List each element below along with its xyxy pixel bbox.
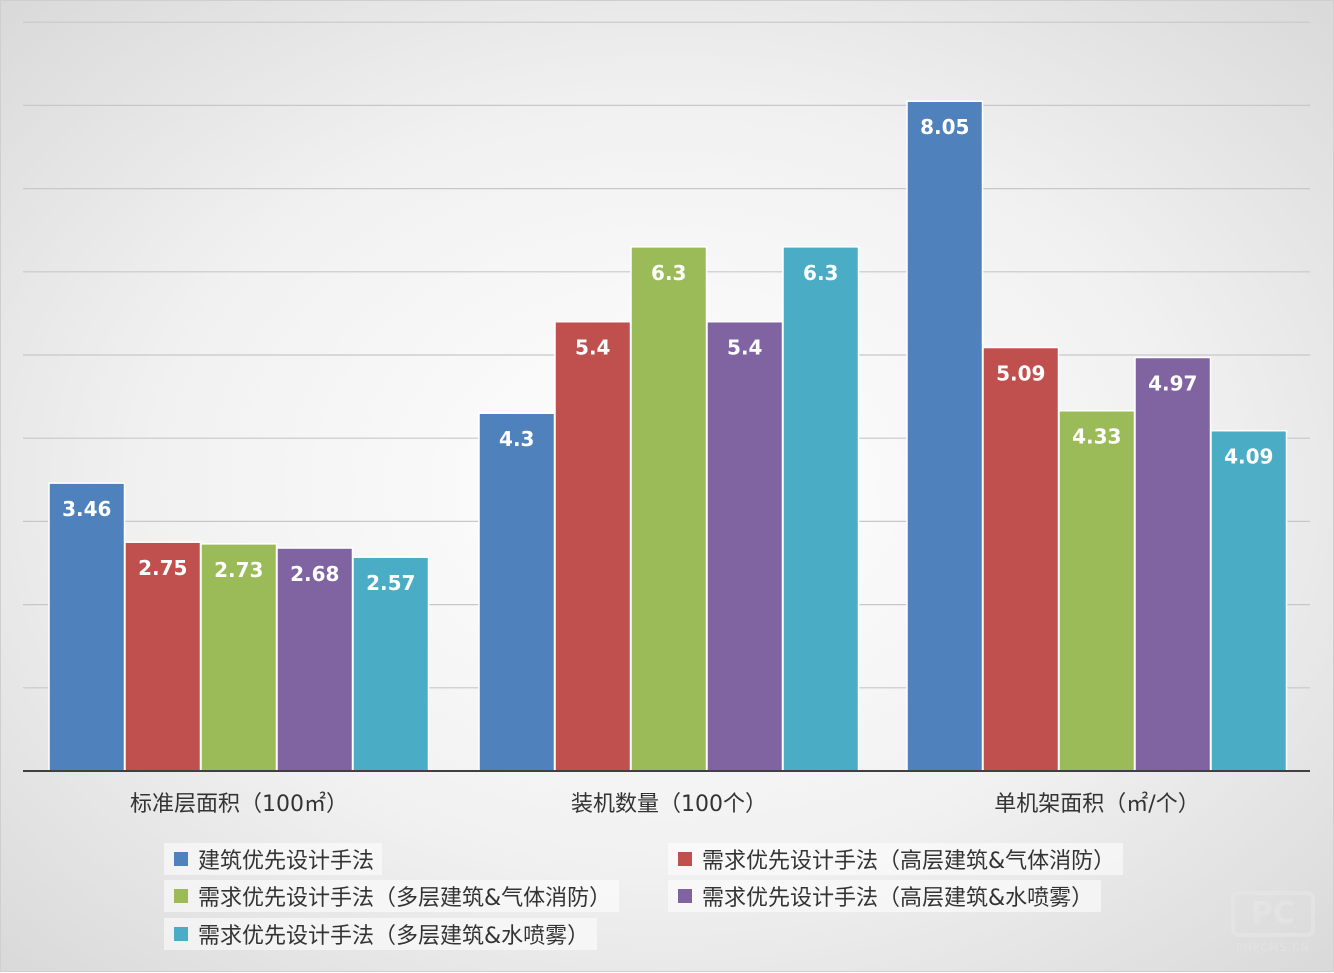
bar-series-5-category-3 [1210,429,1288,772]
legend-item-series-4: 需求优先设计手法（高层建筑&水喷雾） [668,880,1102,912]
bar-series-3-category-2 [630,246,708,772]
legend-label-series-2: 需求优先设计手法（高层建筑&气体消防） [702,849,1116,874]
legend-item-series-1: 建筑优先设计手法 [164,843,383,875]
legend-swatch-series-3 [174,889,188,903]
legend-label-series-3: 需求优先设计手法（多层建筑&气体消防） [198,886,612,911]
watermark: PC PHPCMS.CN [1227,891,1319,961]
data-label-series-4-category-1: 2.68 [290,562,339,586]
data-label-series-3-category-3: 4.33 [1072,425,1121,449]
data-label-series-5-category-3: 4.09 [1224,445,1273,469]
data-label-series-1-category-1: 3.46 [62,497,111,521]
category-label-3: 单机架面积（㎡/个） [994,791,1199,817]
data-label-series-4-category-2: 5.4 [727,336,762,360]
data-label-series-5-category-2: 6.3 [803,261,838,285]
bar-series-3-category-3 [1058,409,1136,772]
bar-series-1-category-3 [906,100,984,772]
data-label-series-3-category-1: 2.73 [214,558,263,582]
category-label-2: 装机数量（100个） [571,792,767,817]
legend-swatch-series-4 [678,889,692,903]
bar-series-5-category-2 [782,246,860,772]
bar-series-1-category-1 [48,482,126,772]
legend-swatch-series-5 [174,927,188,941]
data-label-series-3-category-2: 6.3 [651,261,686,285]
legend-item-series-5: 需求优先设计手法（多层建筑&水喷雾） [164,918,598,950]
legend-swatch-series-2 [678,852,692,866]
legend-label-series-4: 需求优先设计手法（高层建筑&水喷雾） [702,886,1094,911]
bar-series-4-category-2 [706,320,784,772]
data-label-series-1-category-2: 4.3 [499,427,534,451]
bar-series-4-category-3 [1134,356,1212,772]
legend-swatch-series-1 [174,852,188,866]
bar-series-1-category-2 [478,412,556,772]
data-label-series-4-category-3: 4.97 [1148,371,1197,395]
category-label-1: 标准层面积（100㎡） [130,791,348,817]
legend-item-series-3: 需求优先设计手法（多层建筑&气体消防） [164,880,620,912]
legend-label-series-1: 建筑优先设计手法 [198,849,375,874]
legend-item-series-2: 需求优先设计手法（高层建筑&气体消防） [668,843,1124,875]
data-label-series-2-category-1: 2.75 [138,556,187,580]
legend-label-series-5: 需求优先设计手法（多层建筑&水喷雾） [198,924,590,949]
data-label-series-5-category-1: 2.57 [366,571,415,595]
data-label-series-1-category-3: 8.05 [920,115,969,139]
watermark-logo: PC [1231,891,1315,937]
legend: 建筑优先设计手法 需求优先设计手法（高层建筑&气体消防） 需求优先设计手法（多层… [164,834,1171,956]
watermark-text: PHPCMS.CN [1235,941,1311,954]
data-label-series-2-category-2: 5.4 [575,336,610,360]
bar-series-2-category-2 [554,320,632,772]
data-label-series-2-category-3: 5.09 [996,362,1045,386]
bar-series-2-category-3 [982,346,1060,772]
